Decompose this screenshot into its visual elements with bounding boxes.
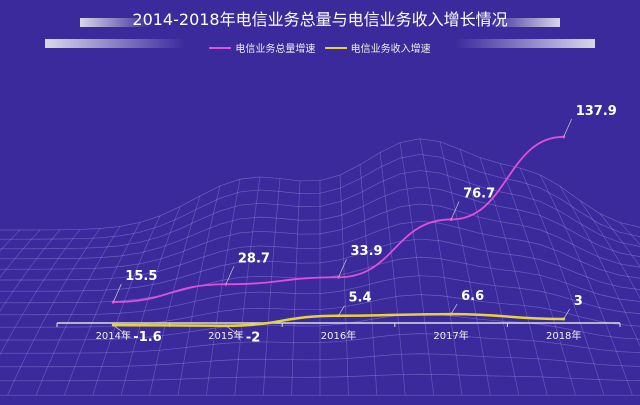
mesh-line [291,180,301,396]
mesh-line [399,142,434,396]
legend-swatch [209,46,232,49]
mesh-line [0,238,640,292]
mesh-line [0,138,640,231]
mesh-line [0,203,640,270]
leader-line [450,303,458,315]
legend-label: 电信业务收入增速 [350,44,431,55]
mesh-line [92,215,161,396]
mesh-line [0,186,640,260]
mesh-line [339,175,349,396]
mesh-line [262,178,281,396]
x-tick-label: 2015年 [208,329,243,342]
mesh-line [359,164,378,396]
data-label: 3 [574,294,583,309]
data-label: -2 [246,331,260,346]
leader-line [450,201,460,220]
mesh-line [479,157,548,396]
leader-line [225,266,235,285]
mesh-line [419,138,463,396]
mesh-line [206,179,241,396]
mesh-line [234,176,261,396]
mesh-line [379,152,406,396]
data-label: 33.9 [351,244,383,259]
mesh-line [0,353,640,368]
mesh-line [539,174,633,396]
legend-deco-left [45,39,185,48]
mesh-line [0,294,640,328]
leader-line [563,308,571,320]
mesh-line [64,222,141,396]
mesh-line [579,200,640,299]
x-tick-label: 2018年 [546,329,581,342]
mesh-line [0,220,640,281]
leader-line [113,324,130,338]
data-label: 137.9 [576,104,617,119]
title-deco-left [80,18,150,27]
leader-line [225,325,243,338]
mesh-line [0,170,640,250]
mesh-line [7,228,101,396]
legend: 电信业务总量增速 电信业务收入增速 [0,40,640,55]
mesh-line [0,373,640,382]
legend-swatch [324,46,347,49]
mesh-line [120,206,181,396]
title-deco-right [490,18,560,27]
mesh-line [35,226,121,396]
data-label: 76.7 [463,186,495,201]
mesh-line [177,185,221,396]
mesh-line [0,154,640,240]
mesh-line [439,141,491,396]
chart-title: 2014-2018年电信业务总量与电信业务收入增长情况 [132,10,508,29]
mesh-line [599,213,640,268]
mesh-line [0,275,640,316]
mesh-line [0,229,21,252]
legend-item[interactable]: 电信业务收入增速 [324,40,431,55]
legend-item[interactable]: 电信业务总量增速 [209,40,315,55]
leader-line [112,283,122,303]
mesh-line [559,186,640,347]
mesh-line [0,229,81,356]
data-label: 6.6 [461,289,484,304]
mesh-line [0,229,61,312]
leader-line [338,259,347,278]
mesh-line [0,229,41,278]
x-tick-label: 2016年 [321,329,356,342]
x-tick-label: 2014年 [96,329,131,342]
data-label: 28.7 [238,251,270,266]
leader-line [338,305,345,316]
leader-line [563,118,573,137]
series-line [113,135,564,303]
x-tick-label: 2017年 [433,329,468,342]
mesh-line [519,167,605,396]
mesh-line [459,149,520,396]
mesh-line [149,195,201,396]
data-label: 15.5 [125,269,157,284]
data-label: -1.6 [133,330,161,345]
mesh-line [499,163,576,396]
legend-deco-right [455,39,595,48]
data-label: 5.4 [349,291,372,306]
legend-label: 电信业务总量增速 [235,44,316,55]
mesh-line [0,333,640,354]
